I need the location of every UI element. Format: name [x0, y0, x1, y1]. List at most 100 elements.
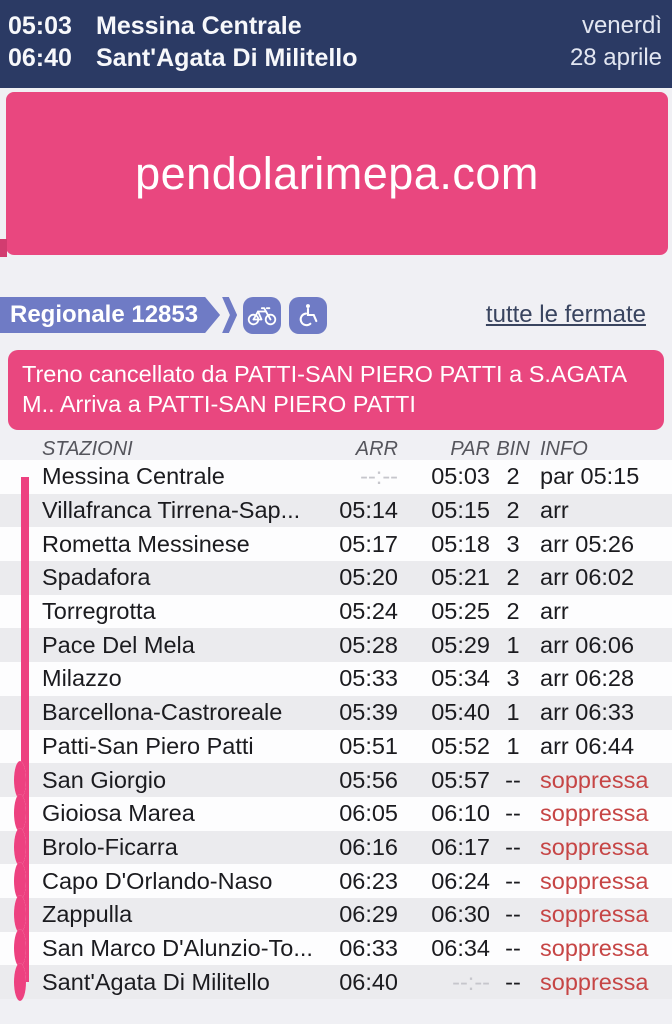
departure-time-cell: 05:25	[431, 598, 490, 625]
arrival-time-cell: 06:33	[339, 934, 398, 961]
platform-column-header: BIN	[496, 437, 530, 460]
info-cell: arr 06:06	[540, 631, 635, 658]
table-row: San Giorgio 05:56 05:57 -- soppressa	[0, 760, 672, 799]
ribbon-fold	[0, 239, 7, 257]
departure-time-cell: 05:29	[431, 631, 490, 658]
departure-time: 05:03	[8, 12, 72, 40]
all-stops-link[interactable]: tutte le fermate	[485, 301, 646, 328]
arrival-time-cell: 05:51	[339, 732, 398, 759]
departure-time-cell: 05:40	[431, 699, 490, 726]
platform-cell: --	[505, 968, 521, 995]
arrival-time-cell: 05:33	[339, 665, 398, 692]
arrival-time-cell: 05:28	[339, 631, 398, 658]
info-cell: arr	[540, 497, 569, 524]
arrival-time-cell: 05:17	[339, 530, 398, 557]
hero-wrap: pendolarimepa.com	[0, 92, 672, 257]
wheelchair-icon	[289, 296, 328, 334]
departure-time-cell: 05:52	[431, 732, 490, 759]
arrival-time-cell: 05:20	[339, 564, 398, 591]
info-cell: arr	[540, 598, 569, 625]
station-name: Milazzo	[42, 665, 122, 692]
station-name: Barcellona-Castroreale	[42, 699, 283, 726]
platform-cell: --	[505, 934, 521, 961]
table-row: San Marco D'Alunzio-To... 06:33 06:34 --…	[0, 928, 672, 967]
info-cell: arr 05:26	[540, 530, 635, 557]
cancellation-alert: Treno cancellato da PATTI-SAN PIERO PATT…	[8, 350, 664, 430]
platform-cell: 3	[506, 665, 520, 692]
info-cell: soppressa	[540, 968, 649, 995]
info-cell: arr 06:44	[540, 732, 635, 759]
table-row: Barcellona-Castroreale 05:39 05:40 1 arr…	[0, 695, 672, 730]
arrival-time-cell: 05:56	[339, 766, 398, 793]
arrival-time-cell: 06:05	[339, 800, 398, 827]
info-cell: soppressa	[540, 766, 649, 793]
station-name: Capo D'Orlando-Naso	[42, 867, 273, 894]
route-header: 05:03 Messina Centrale 06:40 Sant'Agata …	[0, 0, 672, 88]
table-row: Milazzo 05:33 05:34 3 arr 06:28	[0, 662, 672, 696]
station-name: Rometta Messinese	[42, 530, 250, 557]
date-block: venerdì 28 aprile	[570, 10, 662, 74]
departure-time-cell: 05:34	[431, 665, 490, 692]
platform-cell: 3	[506, 530, 520, 557]
stations-column-header: STAZIONI	[42, 437, 133, 460]
info-column-header: INFO	[540, 437, 588, 460]
platform-cell: 2	[506, 564, 520, 591]
departure-time-cell: 05:15	[431, 497, 490, 524]
arrival-time-cell: 05:24	[339, 598, 398, 625]
arrival-column-header: ARR	[355, 437, 398, 460]
table-row: Messina Centrale --:-- 05:03 2 par 05:15	[0, 460, 672, 494]
departure-column-header: PAR	[450, 437, 490, 460]
arrival-station: Sant'Agata Di Militello	[96, 44, 358, 72]
platform-cell: --	[505, 833, 521, 860]
cancellation-message: Treno cancellato da PATTI-SAN PIERO PATT…	[22, 361, 626, 417]
departure-time-cell: 06:30	[431, 901, 490, 928]
platform-cell: --	[505, 867, 521, 894]
platform-cell: 2	[506, 463, 520, 490]
train-badge: Regionale 12853	[0, 297, 238, 333]
table-row: Brolo-Ficarra 06:16 06:17 -- soppressa	[0, 827, 672, 866]
station-name: Patti-San Piero Patti	[42, 732, 254, 759]
station-name: Gioiosa Marea	[42, 800, 195, 827]
arrival-time-cell: 06:29	[339, 901, 398, 928]
stop-dot-suppressed	[14, 928, 26, 967]
train-number-label: Regionale 12853	[0, 297, 220, 333]
route-endpoints: 05:03 Messina Centrale 06:40 Sant'Agata …	[8, 10, 358, 74]
departure-time-cell: 05:03	[431, 463, 490, 490]
platform-cell: --	[505, 800, 521, 827]
departure-time-cell: 06:17	[431, 833, 490, 860]
station-name: Villafranca Tirrena-Sap...	[42, 497, 301, 524]
date-label: 28 aprile	[569, 44, 662, 71]
stop-dot-suppressed	[14, 895, 26, 934]
arrival-time-cell: 06:16	[339, 833, 398, 860]
departure-time-cell: --:--	[452, 968, 490, 995]
platform-cell: --	[505, 901, 521, 928]
stop-dot-suppressed	[14, 760, 26, 799]
info-cell: soppressa	[540, 800, 649, 827]
station-name: San Giorgio	[42, 766, 167, 793]
stop-dot-suppressed	[14, 827, 26, 866]
info-cell: soppressa	[540, 901, 649, 928]
station-name: Torregrotta	[42, 598, 156, 625]
table-row: Gioiosa Marea 06:05 06:10 -- soppressa	[0, 794, 672, 833]
stop-dot-suppressed	[14, 962, 26, 1001]
departure-time-cell: 06:24	[431, 867, 490, 894]
table-row: Rometta Messinese 05:17 05:18 3 arr 05:2…	[0, 527, 672, 562]
stop-dot-suppressed	[14, 794, 26, 833]
table-row: Spadafora 05:20 05:21 2 arr 06:02	[0, 561, 672, 595]
stop-dot-suppressed	[14, 861, 26, 900]
table-row: Patti-San Piero Patti 05:51 05:52 1 arr …	[0, 729, 672, 764]
route-line	[21, 477, 29, 982]
station-name: Messina Centrale	[42, 463, 225, 490]
platform-cell: 1	[506, 631, 520, 658]
departure-time-cell: 06:10	[431, 800, 490, 827]
station-name: Pace Del Mela	[42, 631, 195, 658]
station-name: Sant'Agata Di Militello	[42, 968, 270, 995]
site-banner[interactable]: pendolarimepa.com	[6, 92, 668, 255]
table-row: Pace Del Mela 05:28 05:29 1 arr 06:06	[0, 628, 672, 663]
arrival-time-cell: 06:23	[339, 867, 398, 894]
departure-time-cell: 05:21	[431, 564, 490, 591]
badge-chevron-icon	[222, 297, 238, 333]
arrival-time-cell: 05:14	[339, 497, 398, 524]
info-cell: arr 06:02	[540, 564, 635, 591]
